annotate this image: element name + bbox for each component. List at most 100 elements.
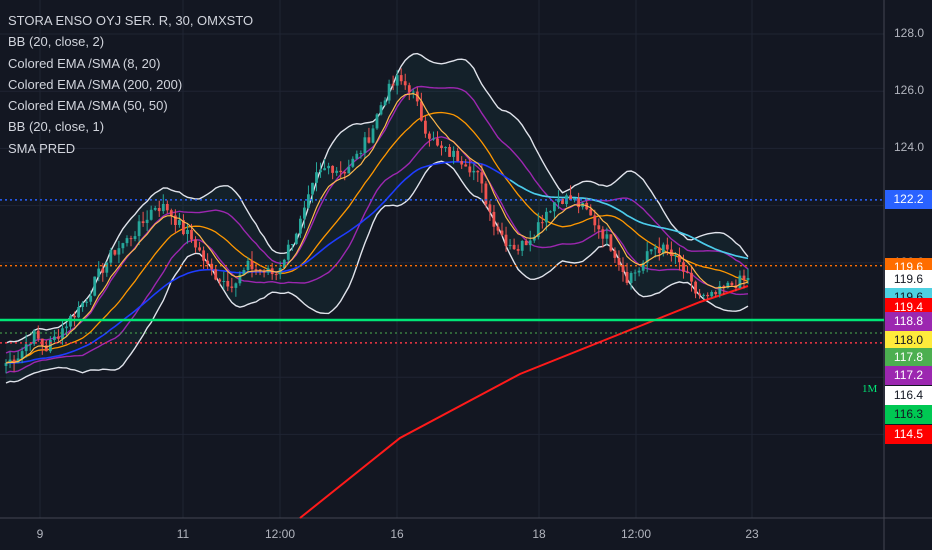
candle-body xyxy=(303,207,306,219)
candle-body xyxy=(294,233,298,244)
candle-body xyxy=(222,281,226,282)
candle-body xyxy=(178,220,181,225)
candle-body xyxy=(387,83,391,101)
candle-body xyxy=(440,145,443,148)
candle-body xyxy=(625,272,629,283)
sma-pred-line xyxy=(509,179,749,260)
candle-body xyxy=(657,247,661,253)
candle-body xyxy=(169,210,173,216)
candle-body xyxy=(258,269,262,271)
candle-body xyxy=(351,158,355,167)
candle-body xyxy=(363,137,367,153)
candle-body xyxy=(73,315,76,318)
candle-body xyxy=(194,239,197,248)
candle-body xyxy=(528,240,532,246)
candle-body xyxy=(661,244,665,253)
price-tag: 118.8 xyxy=(885,311,932,331)
candle-body xyxy=(206,260,209,264)
candle-body xyxy=(480,172,484,184)
candle-body xyxy=(137,221,141,237)
candle-body xyxy=(113,250,117,255)
candle-body xyxy=(65,326,68,329)
candle-body xyxy=(633,272,637,274)
candle-body xyxy=(415,91,419,102)
price-axis-tick: 128.0 xyxy=(894,26,925,40)
candle-body xyxy=(428,133,431,139)
candle-body xyxy=(20,351,24,359)
candle-body xyxy=(149,209,153,220)
candle-body xyxy=(165,204,169,211)
candle-body xyxy=(516,249,520,251)
indicator-bb1[interactable]: BB (20, close, 1) xyxy=(8,119,105,135)
candle-body xyxy=(694,281,697,294)
line-note-1m: 1M xyxy=(862,383,878,395)
candle-body xyxy=(383,100,387,106)
bb1-lower-line xyxy=(5,136,749,374)
candle-body xyxy=(665,244,669,250)
candle-body xyxy=(532,237,536,241)
candle-body xyxy=(234,283,238,288)
candle-body xyxy=(420,101,423,121)
indicator-ema-8-20[interactable]: Colored EMA /SMA (8, 20) xyxy=(8,55,161,71)
candle-body xyxy=(621,265,625,272)
candle-body xyxy=(605,234,609,239)
indicator-sma-pred[interactable]: SMA PRED xyxy=(8,140,76,156)
candle-body xyxy=(28,343,32,345)
indicator-ema-200[interactable]: Colored EMA /SMA (200, 200) xyxy=(8,76,183,92)
candle-body xyxy=(403,81,407,86)
candle-body xyxy=(93,276,97,296)
candle-body xyxy=(286,244,290,260)
candle-body xyxy=(484,183,488,205)
candle-body xyxy=(339,170,343,173)
chart-legend: STORA ENSO OYJ SER. R, 30, OMXSTO BB (20… xyxy=(8,10,253,159)
time-axis-tick: 18 xyxy=(532,527,546,541)
candle-body xyxy=(97,268,101,277)
candle-body xyxy=(456,150,460,162)
candle-body xyxy=(274,274,278,276)
candle-body xyxy=(561,198,564,204)
candle-body xyxy=(460,161,464,165)
candle-body xyxy=(133,236,137,239)
candle-body xyxy=(524,241,528,246)
candle-body xyxy=(254,269,258,271)
candle-body xyxy=(230,286,234,288)
candle-body xyxy=(488,204,492,212)
candle-body xyxy=(678,255,681,263)
candle-body xyxy=(649,249,653,252)
time-axis-tick: 23 xyxy=(745,527,759,541)
time-axis-tick: 12:00 xyxy=(620,527,652,541)
candle-body xyxy=(698,293,701,295)
candle-body xyxy=(399,75,403,82)
candle-body xyxy=(299,218,302,234)
candle-body xyxy=(468,166,472,173)
candle-body xyxy=(198,247,201,251)
candle-body xyxy=(411,91,415,93)
price-tag: 119.6 xyxy=(885,270,932,290)
price-tag: 114.5 xyxy=(885,424,932,444)
candle-body xyxy=(40,338,44,346)
candle-body xyxy=(359,153,363,154)
candle-body xyxy=(391,83,395,86)
candle-body xyxy=(577,198,580,208)
candle-body xyxy=(617,257,621,265)
candle-body xyxy=(557,198,560,203)
price-tag: 118.0 xyxy=(885,330,932,350)
indicator-bb2[interactable]: BB (20, close, 2) xyxy=(8,34,105,50)
candle-body xyxy=(706,294,710,297)
candle-body xyxy=(730,282,734,286)
indicator-ema-50[interactable]: Colored EMA /SMA (50, 50) xyxy=(8,98,168,114)
candle-body xyxy=(436,138,439,146)
candle-body xyxy=(496,226,500,231)
candle-body xyxy=(57,336,60,339)
candle-body xyxy=(105,262,109,273)
candle-body xyxy=(492,211,496,227)
candle-body xyxy=(210,263,214,270)
candle-body xyxy=(347,166,351,174)
candle-body xyxy=(424,120,427,134)
time-axis-tick: 16 xyxy=(390,527,404,541)
candle-body xyxy=(77,307,80,318)
time-axis-tick: 12:00 xyxy=(264,527,296,541)
ema8-line xyxy=(5,92,749,364)
candle-body xyxy=(153,208,157,210)
